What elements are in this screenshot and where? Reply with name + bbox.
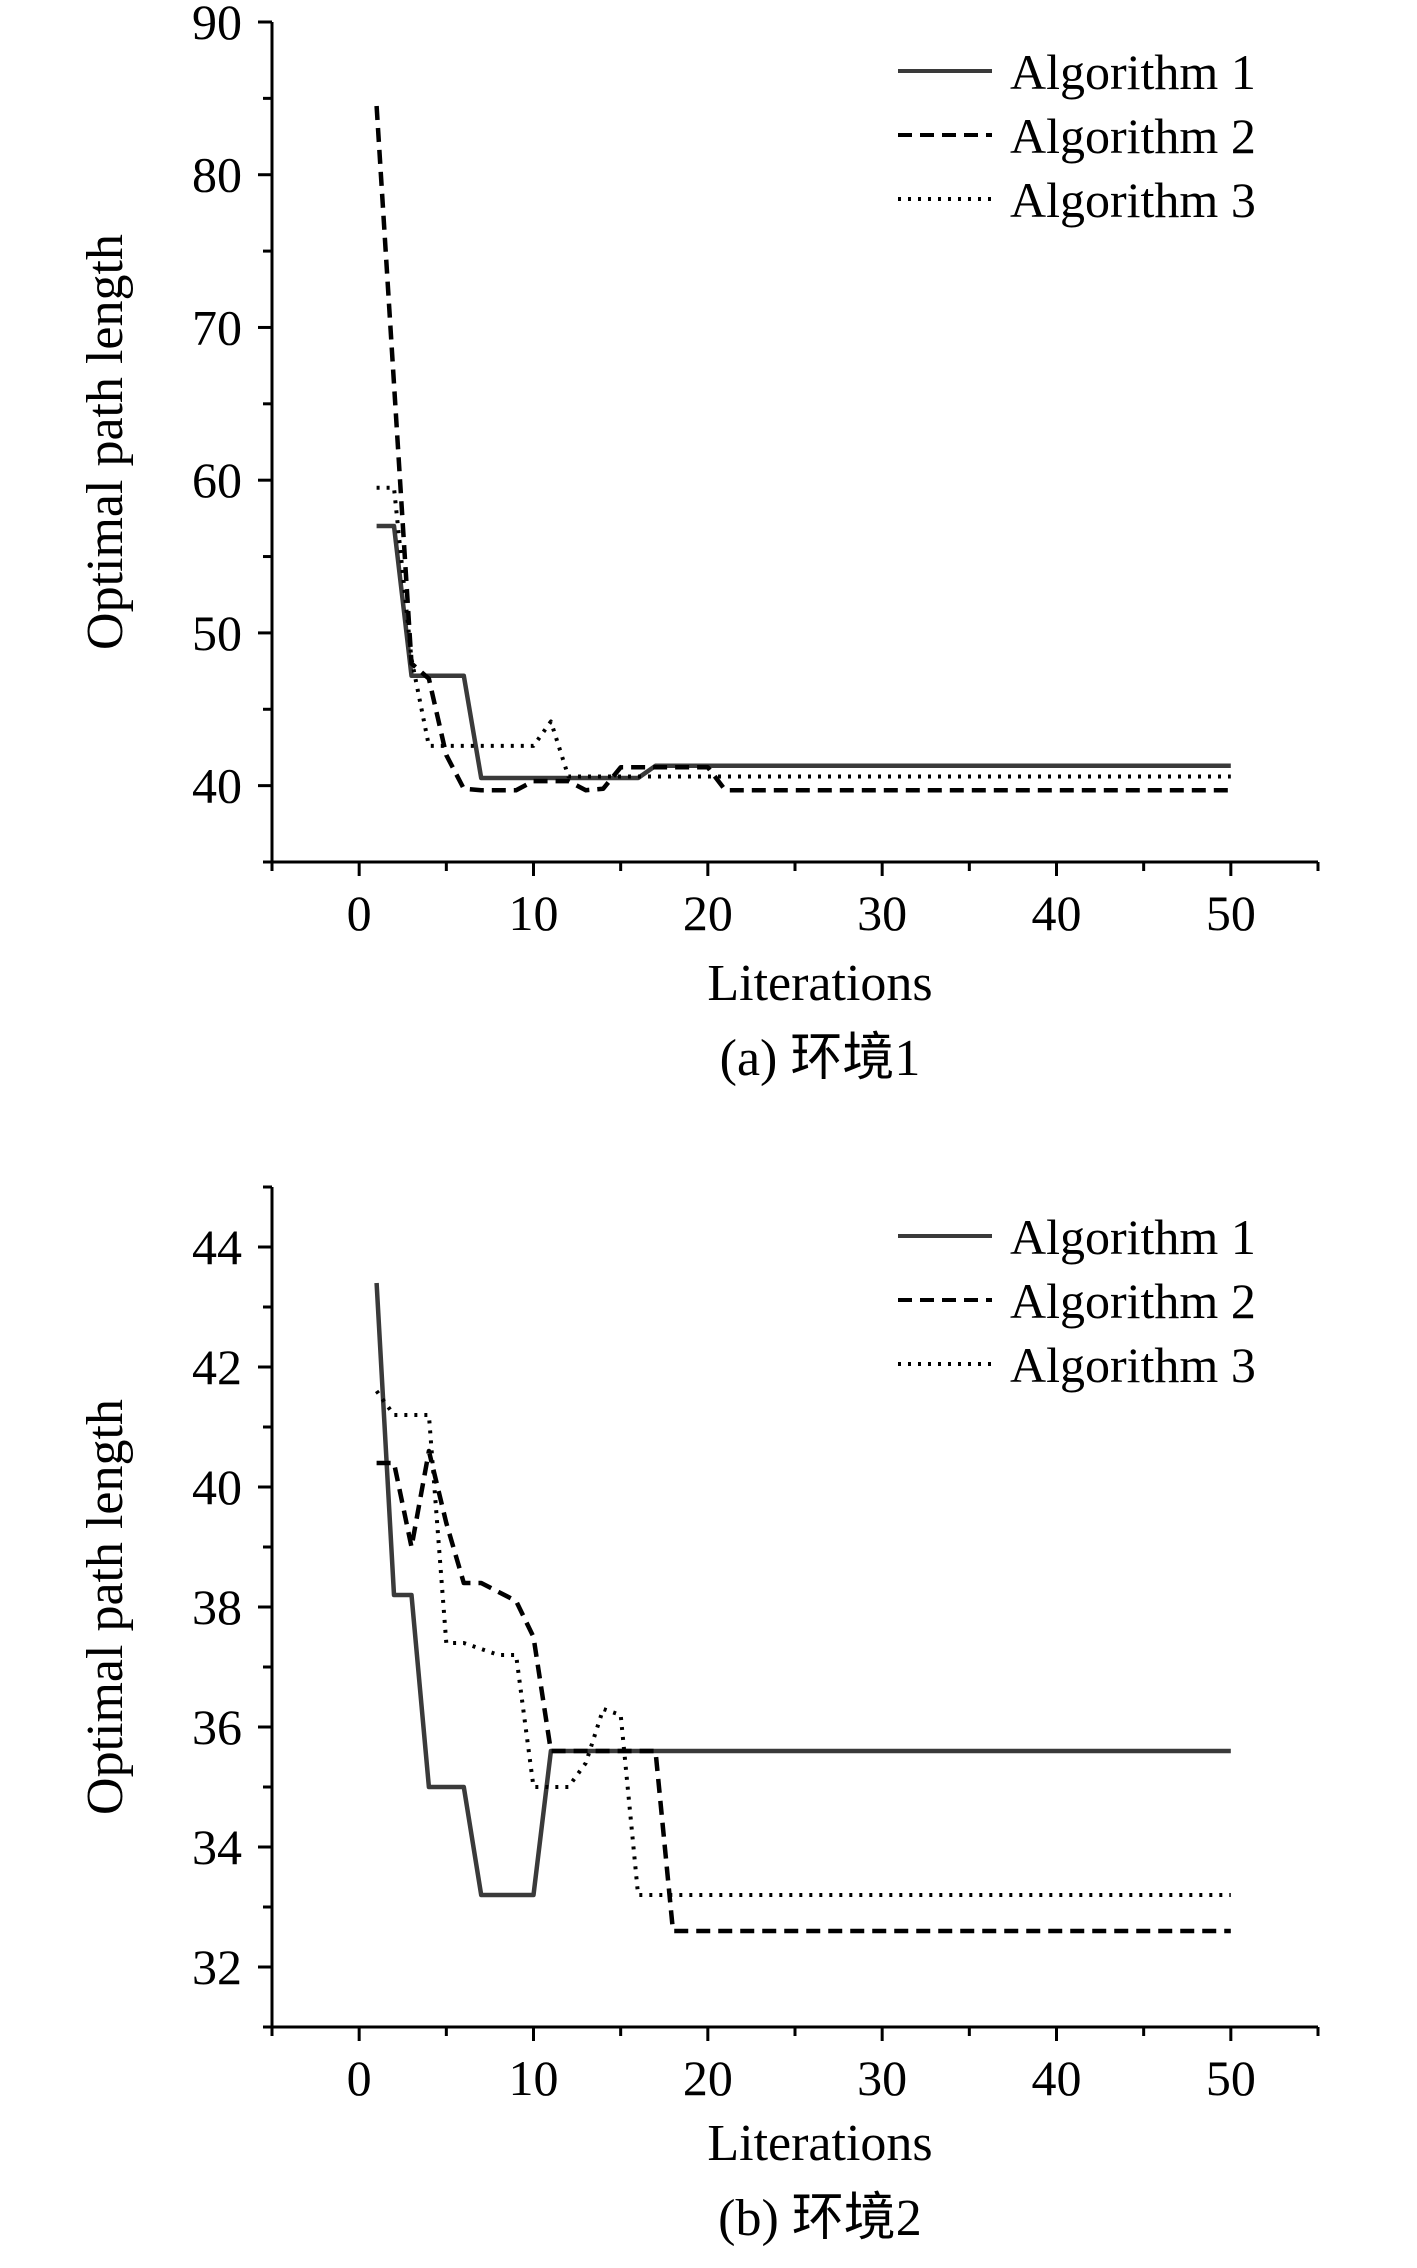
y-tick-label: 90	[192, 0, 242, 50]
legend-label: Algorithm 1	[1010, 1209, 1256, 1265]
y-tick-label: 44	[192, 1219, 242, 1275]
series-line-dotted	[374, 1389, 1231, 1897]
y-tick-label: 50	[192, 605, 242, 661]
figure-caption: (a) 环境1	[720, 1030, 921, 1087]
x-tick-label: 30	[857, 2050, 907, 2106]
y-tick-label: 36	[192, 1699, 242, 1755]
x-tick-label: 20	[683, 2050, 733, 2106]
y-tick-label: 32	[192, 1939, 242, 1995]
legend-label: Algorithm 1	[1010, 44, 1256, 100]
legend-label: Algorithm 3	[1010, 172, 1256, 228]
y-axis-label: Optimal path length	[77, 1399, 134, 1815]
x-axis-label: Literations	[707, 2115, 932, 2172]
y-tick-label: 70	[192, 299, 242, 355]
x-tick-label: 30	[857, 885, 907, 941]
series-line-dotted	[376, 485, 1231, 779]
y-axis-label: Optimal path length	[77, 234, 134, 650]
series-line-solid	[374, 1282, 1231, 1898]
figure-caption: (b) 环境2	[718, 2190, 922, 2247]
y-tick-label: 34	[192, 1819, 242, 1875]
y-tick-label: 40	[192, 758, 242, 814]
chart-a: 0 10 20 30 40 50 40 50 60 70 80 90 Literations Optima…	[77, 0, 1320, 1087]
legend-label: Algorithm 3	[1010, 1337, 1256, 1393]
y-tick-label: 40	[192, 1459, 242, 1515]
x-tick-label: 0	[347, 2050, 372, 2106]
series-line-solid	[376, 523, 1231, 781]
series-line-dashed	[374, 105, 1231, 793]
x-tick-label: 10	[509, 885, 559, 941]
x-tick-label: 50	[1206, 885, 1256, 941]
legend-label: Algorithm 2	[1010, 108, 1256, 164]
series-line-dashed	[376, 1448, 1231, 1934]
x-tick-label: 40	[1032, 2050, 1082, 2106]
chart-b: 0 10 20 30 40 50 32 34 36 38 40 42 44 Literations Opti…	[77, 1185, 1320, 2247]
x-tick-label: 50	[1206, 2050, 1256, 2106]
x-tick-label: 20	[683, 885, 733, 941]
x-tick-label: 0	[347, 885, 372, 941]
y-tick-label: 80	[192, 147, 242, 203]
y-tick-label: 38	[192, 1579, 242, 1635]
x-tick-label: 10	[509, 2050, 559, 2106]
x-tick-label: 40	[1032, 885, 1082, 941]
x-axis-label: Literations	[707, 955, 932, 1012]
legend-label: Algorithm 2	[1010, 1273, 1256, 1329]
y-tick-label: 60	[192, 452, 242, 508]
y-tick-label: 42	[192, 1339, 242, 1395]
